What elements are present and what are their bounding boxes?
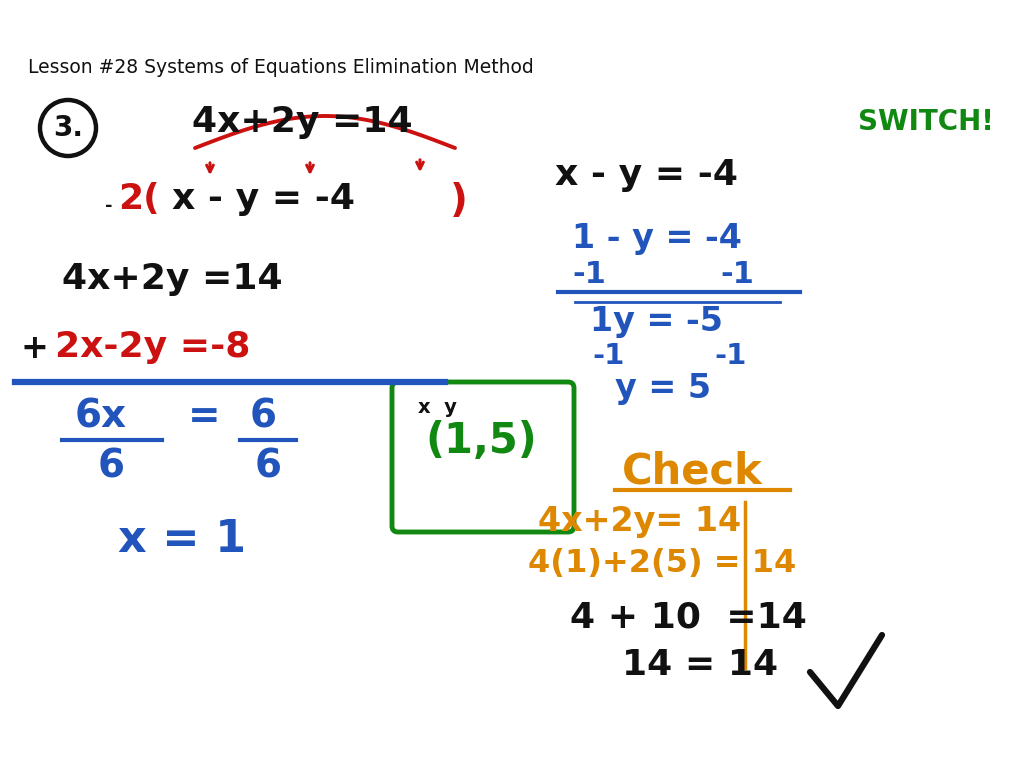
Text: 6: 6 <box>98 448 125 486</box>
Text: 6: 6 <box>250 398 278 436</box>
Text: x - y = -4: x - y = -4 <box>555 158 738 192</box>
Text: -: - <box>105 197 113 215</box>
Text: Lesson #28 Systems of Equations Elimination Method: Lesson #28 Systems of Equations Eliminat… <box>28 58 534 77</box>
Text: -1: -1 <box>572 260 606 289</box>
Text: 2(: 2( <box>118 182 160 216</box>
Text: -1: -1 <box>592 342 625 370</box>
Text: 4 + 10  =14: 4 + 10 =14 <box>570 600 807 634</box>
Text: x - y = -4: x - y = -4 <box>172 182 355 216</box>
Text: 4(1)+2(5) = 14: 4(1)+2(5) = 14 <box>528 548 797 579</box>
Text: 6x: 6x <box>75 398 127 436</box>
Text: 4x+2y= 14: 4x+2y= 14 <box>538 505 741 538</box>
Text: 4x+2y =14: 4x+2y =14 <box>62 262 283 296</box>
Text: 6: 6 <box>255 448 282 486</box>
Text: ): ) <box>450 182 468 220</box>
Text: -1: -1 <box>714 342 746 370</box>
Text: +: + <box>20 332 48 365</box>
Text: Check: Check <box>622 450 763 492</box>
Text: =: = <box>188 398 220 436</box>
FancyBboxPatch shape <box>392 382 574 532</box>
Text: x  y: x y <box>418 398 457 417</box>
Text: 1 - y = -4: 1 - y = -4 <box>572 222 741 255</box>
Text: 1y = -5: 1y = -5 <box>590 305 723 338</box>
Text: -1: -1 <box>720 260 754 289</box>
Text: 2x-2y =-8: 2x-2y =-8 <box>55 330 251 364</box>
Text: SWITCH!: SWITCH! <box>858 108 994 136</box>
Text: 3.: 3. <box>53 114 83 142</box>
Text: x = 1: x = 1 <box>118 518 246 561</box>
Text: (1,5): (1,5) <box>425 420 537 462</box>
Text: y = 5: y = 5 <box>615 372 711 405</box>
Text: 14 = 14: 14 = 14 <box>622 648 778 682</box>
Text: 4x+2y =14: 4x+2y =14 <box>193 105 413 139</box>
